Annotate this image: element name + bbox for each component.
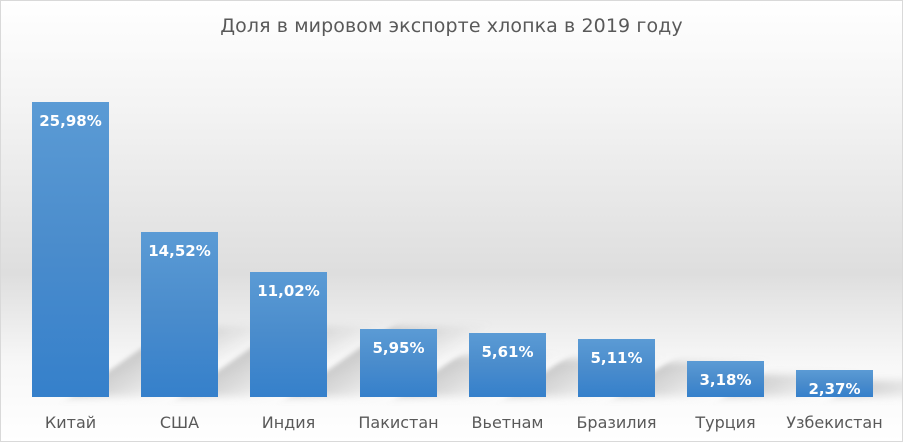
data-label: 14,52% — [148, 242, 211, 260]
bar: 3,18% — [687, 361, 764, 397]
bar: 2,37% — [796, 370, 873, 398]
bar: 25,98% — [32, 102, 109, 397]
bar-group: 5,95% — [360, 329, 559, 397]
bar: 14,52% — [141, 232, 218, 397]
data-label: 5,11% — [590, 349, 643, 367]
chart-title: Доля в мировом экспорте хлопка в 2019 го… — [220, 15, 683, 37]
category-label: Бразилия — [576, 413, 657, 432]
data-label: 5,95% — [372, 339, 425, 357]
category-label: Узбекистан — [786, 413, 883, 432]
bar-group: 25,98% — [32, 102, 272, 397]
category-label: Китай — [44, 413, 97, 432]
category-label: Турция — [695, 413, 756, 432]
category-label: США — [159, 413, 200, 432]
bar-group: 14,52% — [141, 232, 381, 397]
data-label: 11,02% — [257, 282, 320, 300]
bar-group: 2,37% — [796, 370, 902, 398]
bar: 5,61% — [469, 333, 546, 397]
bar-group: 5,11% — [578, 339, 768, 397]
bar-group: 5,61% — [469, 333, 664, 397]
data-label: 5,61% — [481, 343, 534, 361]
data-label: 25,98% — [39, 112, 102, 130]
category-label: Пакистан — [358, 413, 439, 432]
category-label: Вьетнам — [471, 413, 544, 432]
bar: 5,11% — [578, 339, 655, 397]
bar-group: 11,02% — [250, 272, 490, 397]
category-label: Индия — [261, 413, 316, 432]
data-label: 2,37% — [808, 380, 861, 398]
bar: 11,02% — [250, 272, 327, 397]
bar: 5,95% — [360, 329, 437, 397]
data-label: 3,18% — [699, 371, 752, 389]
bar-group: 3,18% — [687, 361, 858, 397]
